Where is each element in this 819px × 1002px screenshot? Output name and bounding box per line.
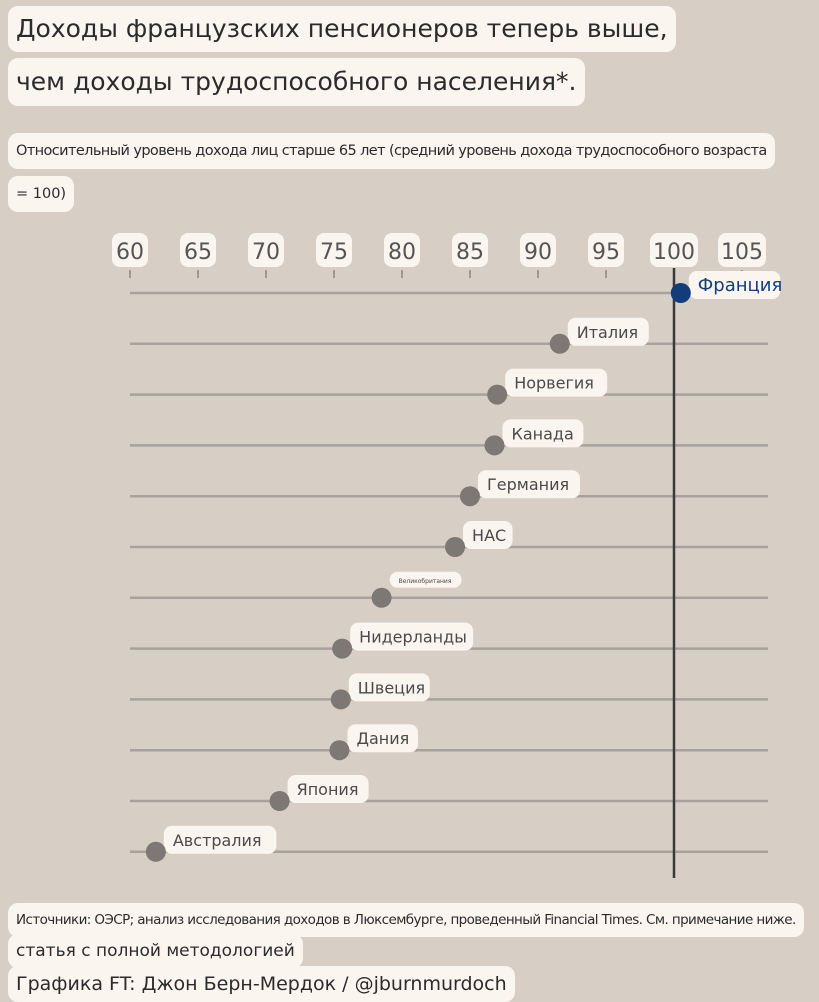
data-point (484, 435, 505, 456)
tick-label: 105 (721, 240, 763, 265)
chart-subtitle-line2: = 100) (8, 176, 75, 212)
tick-label-bg (718, 233, 766, 267)
data-label: Япония (297, 780, 359, 799)
data-point (549, 333, 570, 354)
data-label-bg (567, 317, 649, 346)
tick-label-bg (588, 233, 624, 267)
sources-note: Источники: ОЭСР; анализ исследования дох… (8, 903, 804, 937)
data-label: Австралия (173, 831, 262, 850)
data-label-bg (502, 419, 584, 448)
data-label-bg (163, 825, 277, 854)
graphic-credit: Графика FT: Джон Берн-Мердок / @jburnmur… (8, 966, 515, 1002)
chart-subtitle-line1: Относительный уровень дохода лиц старше … (8, 133, 775, 169)
tick-label-bg (180, 233, 216, 267)
tick-label-bg (650, 233, 698, 267)
data-label-bg (478, 470, 580, 499)
data-point (329, 740, 350, 761)
data-point (460, 486, 480, 507)
data-label: Нидерланды (359, 628, 467, 647)
methodology-link[interactable]: статья с полной методологией (8, 934, 303, 968)
tick-label: 85 (456, 240, 484, 265)
data-point (269, 791, 290, 811)
data-point (371, 587, 392, 608)
tick-label-bg (316, 233, 352, 267)
tick-label: 95 (592, 240, 620, 265)
tick-label: 90 (524, 240, 552, 265)
tick-label: 65 (184, 240, 212, 265)
data-label: НАС (472, 526, 506, 545)
data-point (487, 384, 508, 405)
tick-label-bg (112, 233, 148, 267)
data-label: Германия (487, 475, 569, 494)
data-label: Канада (511, 424, 573, 443)
chart-title-line2: чем доходы трудоспособного населения*. (8, 58, 585, 106)
data-label-bg (389, 571, 462, 588)
data-point (445, 537, 466, 557)
tick-label-bg (520, 233, 556, 267)
tick-label-bg (384, 233, 420, 267)
tick-label: 70 (252, 240, 280, 265)
data-label-bg (350, 622, 474, 651)
data-label: Италия (577, 323, 638, 342)
chart-title-line1: Доходы французских пенсионеров теперь вы… (8, 6, 676, 52)
data-label-bg (347, 724, 418, 753)
tick-label: 75 (320, 240, 348, 265)
data-label-bg (688, 271, 781, 299)
data-label-bg (505, 368, 608, 397)
data-label: Великобритания (399, 578, 452, 585)
data-point (332, 638, 353, 659)
data-point (330, 689, 351, 710)
data-label: Норвегия (514, 374, 594, 393)
data-label: Франция (698, 275, 783, 296)
data-label: Швеция (358, 678, 425, 697)
data-label-bg (463, 521, 513, 549)
tick-label: 80 (388, 240, 416, 265)
data-label-bg (348, 673, 430, 702)
tick-label-bg (452, 233, 488, 267)
tick-label-bg (248, 233, 284, 267)
data-label: Дания (356, 729, 409, 748)
data-point (670, 283, 691, 303)
data-point (145, 841, 166, 862)
tick-label: 60 (116, 240, 144, 265)
tick-label: 100 (653, 240, 695, 265)
data-label-bg (287, 775, 369, 803)
